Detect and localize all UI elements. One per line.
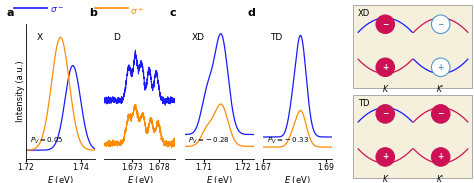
- Text: X: X: [36, 33, 43, 42]
- X-axis label: $E$ (eV): $E$ (eV): [206, 174, 233, 183]
- Ellipse shape: [431, 58, 450, 76]
- Text: $\sigma^+$: $\sigma^+$: [130, 5, 144, 17]
- Ellipse shape: [376, 148, 394, 166]
- FancyBboxPatch shape: [353, 95, 472, 178]
- Text: −: −: [382, 20, 389, 29]
- FancyBboxPatch shape: [353, 5, 472, 88]
- X-axis label: $E$ (eV): $E$ (eV): [284, 174, 311, 183]
- Text: b: b: [89, 8, 97, 18]
- Text: TD: TD: [270, 33, 282, 42]
- Text: K': K': [437, 85, 444, 94]
- Text: c: c: [170, 8, 176, 18]
- Text: d: d: [248, 8, 256, 18]
- Text: a: a: [7, 8, 14, 18]
- Ellipse shape: [431, 15, 450, 33]
- Text: −: −: [438, 109, 444, 118]
- Text: +: +: [382, 152, 388, 161]
- Y-axis label: Intensity (a.u.): Intensity (a.u.): [16, 61, 25, 122]
- Text: +: +: [438, 63, 444, 72]
- X-axis label: $E$ (eV): $E$ (eV): [127, 174, 153, 183]
- Text: K: K: [383, 175, 388, 183]
- Text: $P_V = -0.33$: $P_V = -0.33$: [266, 135, 309, 146]
- Text: K': K': [437, 175, 444, 183]
- Text: −: −: [382, 109, 389, 118]
- Text: −: −: [438, 20, 444, 29]
- Text: XD: XD: [358, 9, 370, 18]
- Text: $P_V = -0.28$: $P_V = -0.28$: [188, 135, 230, 146]
- Text: XD: XD: [191, 33, 205, 42]
- Text: +: +: [382, 63, 388, 72]
- X-axis label: $E$ (eV): $E$ (eV): [47, 174, 74, 183]
- Text: $\sigma^-$: $\sigma^-$: [50, 5, 64, 15]
- Ellipse shape: [376, 15, 394, 33]
- Text: +: +: [438, 152, 444, 161]
- Ellipse shape: [376, 58, 394, 76]
- Ellipse shape: [431, 148, 450, 166]
- Ellipse shape: [376, 105, 394, 123]
- Text: K: K: [383, 85, 388, 94]
- Ellipse shape: [431, 105, 450, 123]
- Text: $P_V = 0.05$: $P_V = 0.05$: [29, 135, 63, 146]
- Text: D: D: [113, 33, 120, 42]
- Text: TD: TD: [358, 99, 370, 108]
